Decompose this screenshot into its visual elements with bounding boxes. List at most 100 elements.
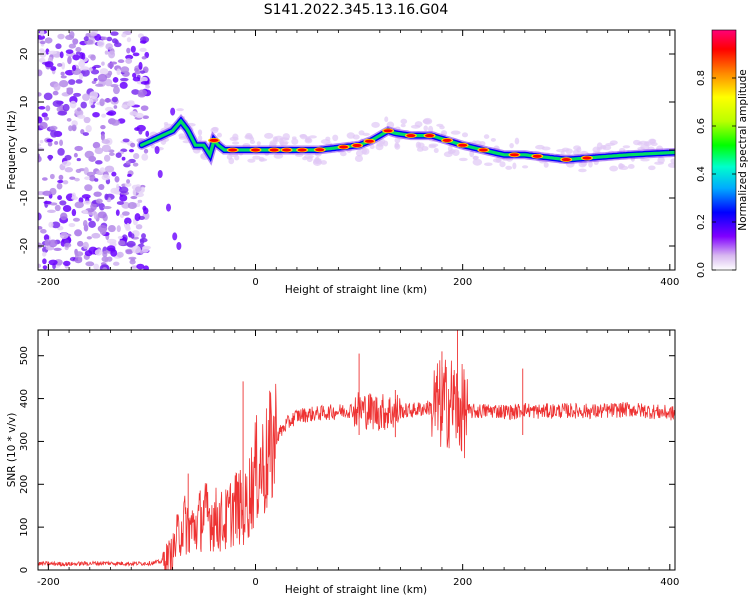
noise-blob (52, 100, 62, 108)
noise-blob (94, 147, 104, 155)
snr-x-tick-label: 200 (453, 577, 472, 588)
noise-blob (57, 33, 65, 40)
noise-blob (62, 204, 72, 213)
noise-blob (39, 121, 48, 130)
noise-blob (101, 256, 109, 263)
snr-y-tick-label: 300 (19, 432, 30, 451)
noise-blob (93, 211, 98, 220)
noise-blob (38, 263, 42, 269)
noise-blob (104, 193, 109, 201)
noise-blob (57, 195, 63, 201)
halo-blob (622, 145, 631, 149)
halo-blob (371, 121, 380, 128)
noise-blob (145, 130, 150, 138)
noise-blob (82, 132, 89, 136)
noise-blob (49, 125, 58, 131)
noise-blob (116, 251, 124, 258)
noise-blob (84, 176, 90, 180)
halo-blob (249, 139, 256, 145)
snr-y-tick-label: 400 (19, 389, 30, 408)
noise-blob (94, 249, 103, 256)
noise-blob (76, 107, 81, 112)
noise-blob (53, 82, 61, 91)
noise-blob (66, 117, 72, 122)
noise-blob (59, 80, 69, 88)
halo-blob (670, 158, 675, 164)
spectrogram-x-tick-label: 200 (453, 277, 472, 288)
noise-blob (72, 38, 79, 45)
noise-blob (145, 84, 150, 89)
noise-blob (65, 49, 74, 54)
halo-blob (197, 129, 203, 136)
noise-blob (75, 168, 82, 174)
spectrogram-y-tick-label: 20 (19, 48, 30, 61)
halo-blob (667, 162, 675, 168)
halo-blob (244, 134, 254, 140)
halo-blob (299, 134, 307, 138)
noise-blob (126, 179, 131, 184)
noise-blob (135, 186, 142, 192)
noise-blob (94, 178, 99, 182)
halo-blob (308, 135, 317, 139)
noise-blob (82, 241, 89, 250)
noise-blob (74, 251, 84, 257)
noise-blob (38, 242, 43, 249)
scatter-component (157, 170, 163, 178)
spectrogram-x-axis-label: Height of straight line (km) (285, 284, 427, 296)
noise-blob (127, 173, 132, 177)
noise-blob (66, 87, 74, 91)
noise-blob (74, 229, 83, 237)
noise-blob (90, 69, 100, 75)
halo-blob (561, 147, 570, 152)
noise-blob (141, 153, 149, 161)
noise-blob (88, 220, 96, 228)
halo-blob (232, 141, 240, 145)
noise-blob (93, 263, 100, 270)
halo-blob (400, 118, 408, 124)
ridge-bead (339, 145, 349, 149)
noise-blob (51, 221, 61, 229)
noise-blob (48, 239, 58, 248)
ridge-bead (282, 148, 292, 152)
noise-blob (141, 246, 150, 253)
noise-blob (39, 40, 46, 45)
noise-blob (104, 98, 112, 103)
spectrogram-axes: -200 0 200 400 20 10 0 -10 -20 (19, 30, 679, 288)
noise-blob (102, 205, 112, 210)
noise-blob (136, 202, 141, 207)
noise-blob (64, 154, 72, 161)
halo-blob (234, 154, 240, 161)
noise-blob (76, 157, 81, 162)
halo-blob (216, 132, 222, 138)
ridge-bead (315, 148, 325, 152)
halo-blob (602, 144, 612, 151)
ridge-bead (383, 129, 393, 133)
noise-blob (75, 79, 83, 84)
noise-blob (79, 52, 84, 59)
noise-blob (125, 160, 131, 165)
halo-blob (637, 141, 643, 146)
noise-blob (39, 139, 44, 144)
ridge-bead (269, 148, 279, 152)
halo-blob (514, 137, 520, 145)
noise-blob (135, 224, 143, 230)
noise-blob (99, 98, 105, 107)
noise-blob (38, 92, 42, 97)
halo-blob (228, 157, 235, 165)
halo-blob (400, 123, 406, 128)
halo-blob (521, 165, 529, 169)
noise-blob (101, 61, 105, 66)
noise-blob (112, 261, 120, 266)
noise-blob (61, 62, 66, 70)
snr-line (38, 359, 675, 570)
noise-blob (60, 71, 65, 76)
noise-blob (69, 176, 76, 180)
noise-blob (44, 61, 54, 68)
noise-blob (141, 56, 147, 60)
noise-blob (97, 39, 105, 48)
halo-blob (618, 163, 624, 170)
noise-blob (140, 105, 149, 111)
ridge-bead (561, 158, 571, 162)
noise-blob (41, 112, 48, 118)
